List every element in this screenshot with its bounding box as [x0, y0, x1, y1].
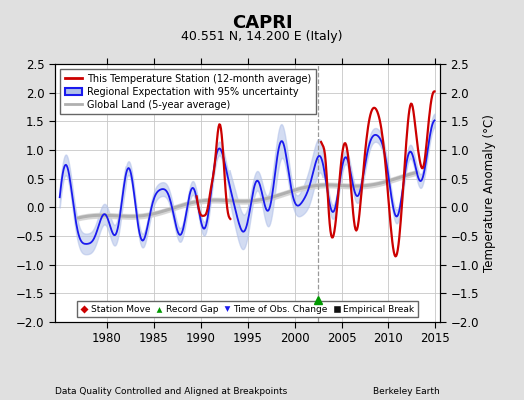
- Legend: Station Move, Record Gap, Time of Obs. Change, Empirical Break: Station Move, Record Gap, Time of Obs. C…: [77, 301, 418, 318]
- Text: Berkeley Earth: Berkeley Earth: [374, 387, 440, 396]
- Text: CAPRI: CAPRI: [232, 14, 292, 32]
- Y-axis label: Temperature Anomaly (°C): Temperature Anomaly (°C): [483, 114, 496, 272]
- Text: 40.551 N, 14.200 E (Italy): 40.551 N, 14.200 E (Italy): [181, 30, 343, 43]
- Text: Data Quality Controlled and Aligned at Breakpoints: Data Quality Controlled and Aligned at B…: [55, 387, 287, 396]
